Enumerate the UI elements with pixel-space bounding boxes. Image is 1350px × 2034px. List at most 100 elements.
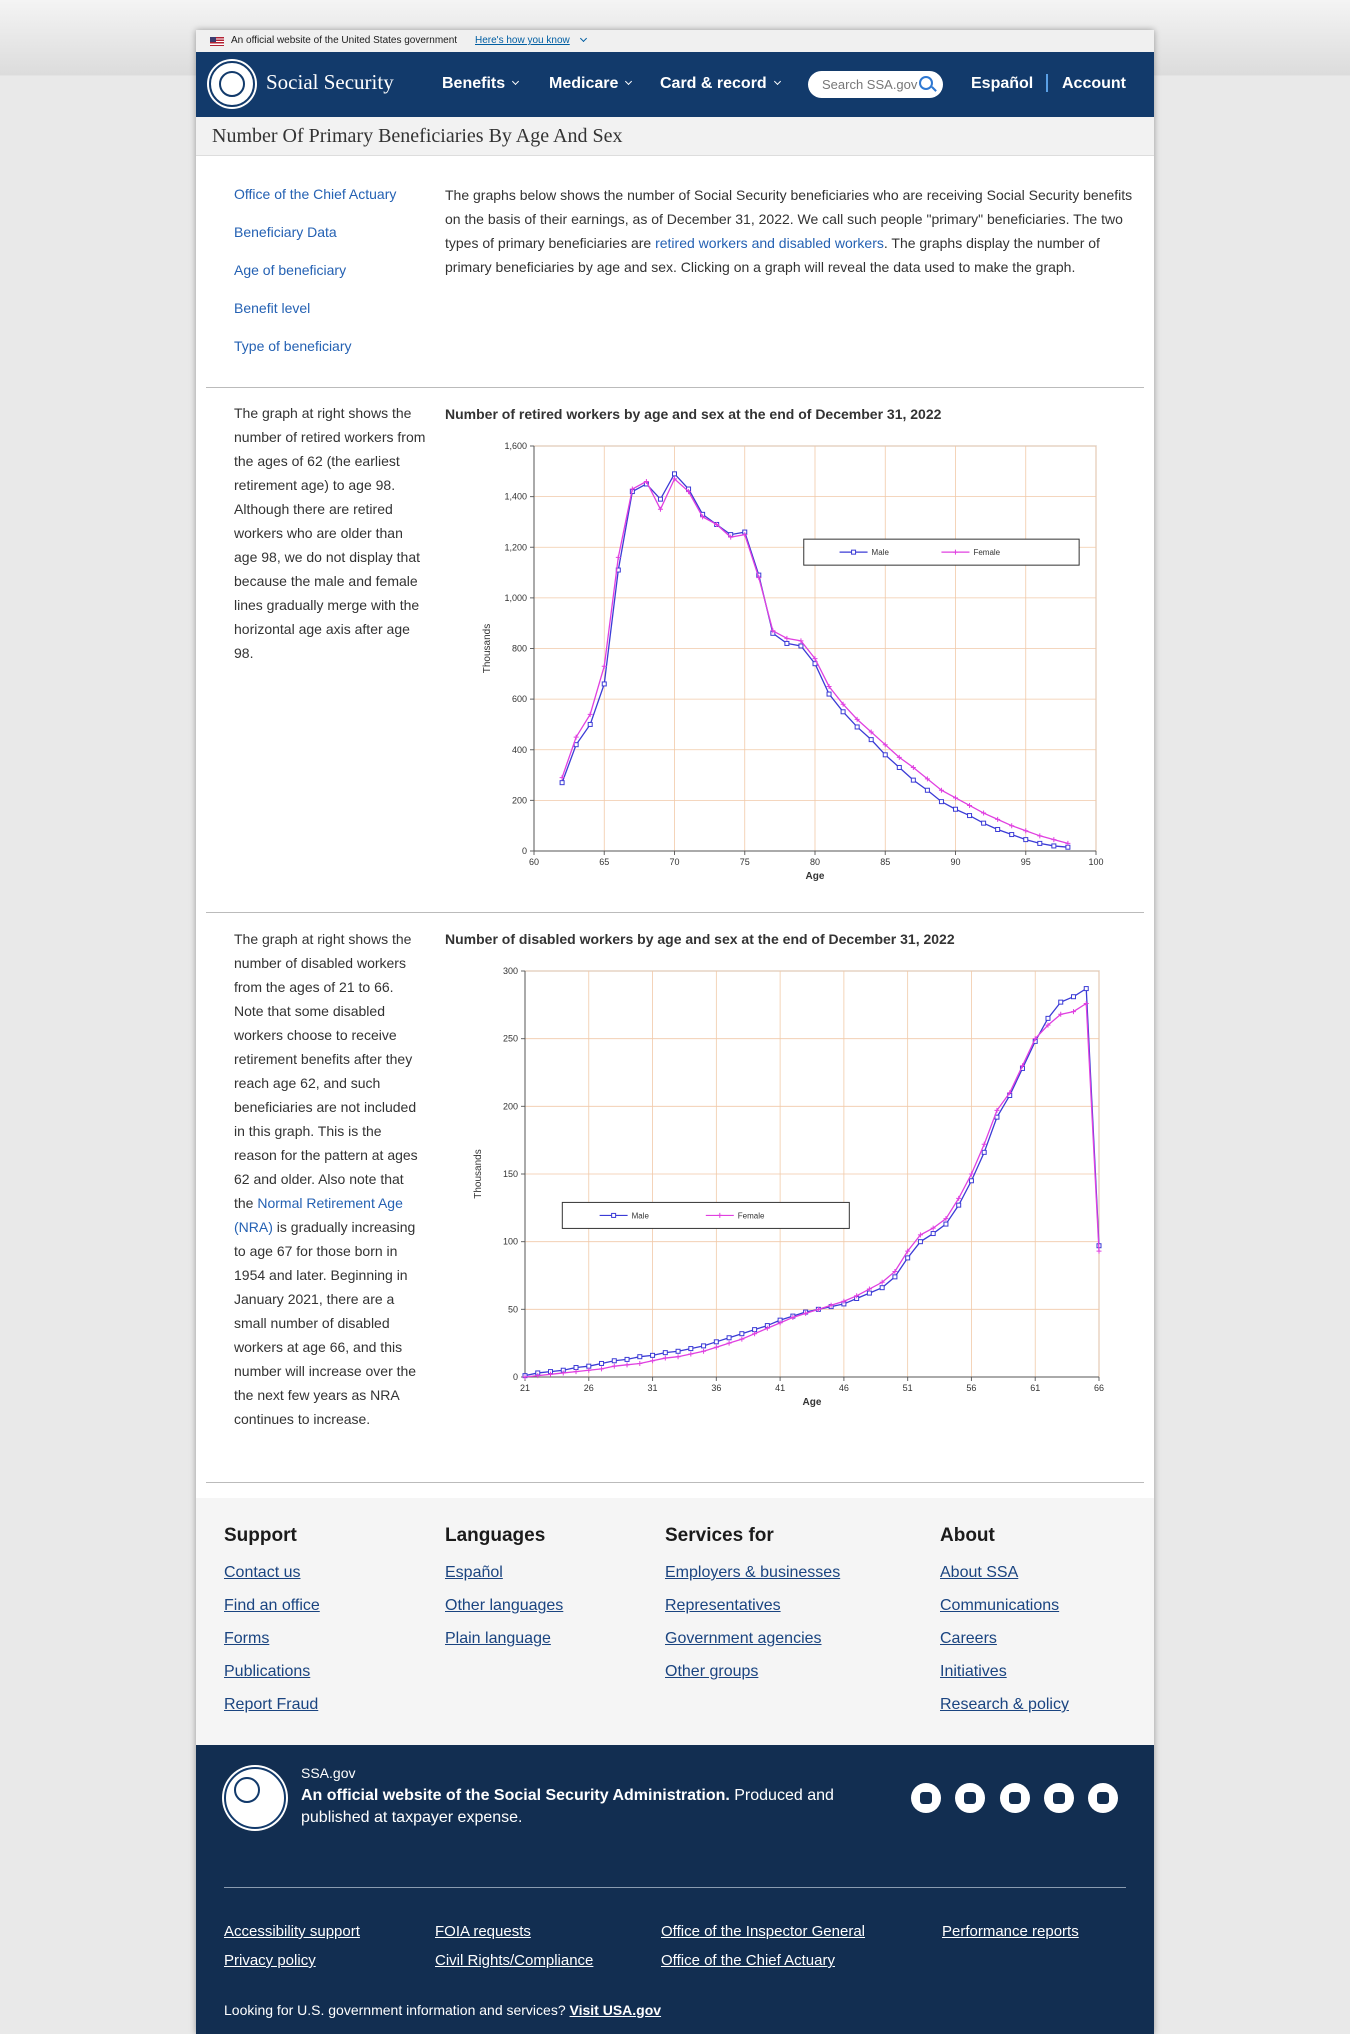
- footer-link[interactable]: Other languages: [445, 1597, 564, 1614]
- footer-bottom-link[interactable]: Civil Rights/Compliance: [435, 1952, 594, 1969]
- footer-link[interactable]: Español: [445, 1564, 503, 1581]
- linkedin-icon[interactable]: [1088, 1783, 1118, 1813]
- intro: The graphs below shows the number of Soc…: [445, 183, 1135, 279]
- section-text: The graph at right shows the number of d…: [234, 927, 426, 1431]
- search-box[interactable]: Search SSA.gov: [808, 71, 943, 98]
- marker: [752, 1331, 758, 1337]
- marker: [770, 628, 776, 634]
- footer-bottom-link[interactable]: Office of the Inspector General: [661, 1923, 866, 1940]
- marker: [967, 813, 973, 819]
- x-tick-label: 66: [1094, 1383, 1104, 1393]
- marker: [953, 806, 958, 812]
- section-text: The graph at right shows the number of r…: [234, 405, 426, 661]
- twitter-icon[interactable]: [955, 1783, 985, 1813]
- sidebar-link[interactable]: Beneficiary Data: [234, 224, 337, 240]
- nra-link[interactable]: Normal Retirement Age (NRA): [234, 1195, 403, 1235]
- footer-bottom-link[interactable]: Office of the Chief Actuary: [661, 1952, 835, 1969]
- marker: [587, 721, 593, 727]
- facebook-icon[interactable]: [911, 1783, 941, 1813]
- icon-glyph: [1097, 1792, 1109, 1804]
- marker: [675, 1348, 681, 1354]
- x-tick-label: 56: [966, 1383, 976, 1393]
- footer-link[interactable]: Report Fraud: [224, 1696, 319, 1713]
- instagram-icon[interactable]: [1044, 1783, 1074, 1813]
- nav-item[interactable]: Benefits: [442, 75, 520, 93]
- search-placeholder: Search SSA.gov: [822, 77, 918, 92]
- divider: [224, 1887, 1126, 1888]
- x-tick-label: 36: [711, 1383, 721, 1393]
- marker: [1007, 1090, 1013, 1096]
- nav-item[interactable]: Card & record: [660, 75, 781, 93]
- footer-bottom-link[interactable]: Privacy policy: [224, 1952, 316, 1969]
- footer-heading: About: [940, 1525, 995, 1546]
- logo[interactable]: [209, 61, 255, 107]
- marker: [905, 1255, 911, 1261]
- sidebar-link[interactable]: Type of beneficiary: [234, 338, 352, 354]
- chart[interactable]: 21 26 31 36 41 46 51 56 61 66 0 50 100 150 200 250 300 Ag…: [445, 955, 1115, 1425]
- footer-link[interactable]: Find an office: [224, 1597, 320, 1614]
- divider: [1046, 74, 1048, 92]
- y-tick-label: 300: [503, 966, 518, 976]
- gov-banner: An official website of the United States…: [196, 30, 1154, 52]
- marker: [854, 724, 860, 730]
- chart-title: Number of retired workers by age and sex…: [445, 406, 942, 422]
- y-tick-label: 600: [512, 694, 527, 704]
- marker: [559, 780, 565, 786]
- sidebar-link[interactable]: Benefit level: [234, 300, 311, 316]
- footer-bottom-link[interactable]: Accessibility support: [224, 1923, 360, 1940]
- marker: [587, 711, 593, 717]
- footer-link[interactable]: About SSA: [940, 1564, 1019, 1581]
- marker: [701, 1343, 707, 1349]
- sidebar-link[interactable]: Age of beneficiary: [234, 262, 347, 278]
- footer-link[interactable]: Plain language: [445, 1630, 551, 1647]
- footer-link[interactable]: Research & policy: [940, 1696, 1069, 1713]
- footer-link[interactable]: Employers & businesses: [665, 1564, 841, 1581]
- footer-logo: [224, 1767, 286, 1829]
- footer-link[interactable]: Publications: [224, 1663, 311, 1680]
- footer-link[interactable]: Government agencies: [665, 1630, 822, 1647]
- chevron: [579, 34, 588, 43]
- y-tick-label: 1,600: [504, 441, 527, 451]
- marker: [586, 1363, 592, 1369]
- intro-link[interactable]: retired workers and disabled workers: [655, 235, 884, 251]
- nav-espanol[interactable]: Español: [971, 75, 1034, 92]
- nav-item[interactable]: Medicare: [549, 75, 633, 93]
- marker: [688, 1346, 694, 1352]
- youtube-icon[interactable]: [1000, 1783, 1030, 1813]
- marker: [995, 826, 1001, 832]
- footer-link[interactable]: Representatives: [665, 1597, 781, 1614]
- brand[interactable]: Social Security: [266, 70, 394, 94]
- marker: [968, 1178, 974, 1184]
- marker: [826, 691, 832, 697]
- marker: [686, 489, 692, 495]
- footer-link[interactable]: Initiatives: [940, 1663, 1007, 1680]
- marker: [1032, 1036, 1038, 1042]
- marker: [1045, 1022, 1051, 1028]
- sidebar-link[interactable]: Office of the Chief Actuary: [234, 186, 397, 202]
- footer-link[interactable]: Careers: [940, 1630, 997, 1647]
- marker: [548, 1371, 554, 1377]
- footer-link[interactable]: Contact us: [224, 1564, 301, 1581]
- intro-text: . The graphs display the number of prima…: [445, 235, 1100, 275]
- flag: [210, 37, 224, 46]
- chart[interactable]: 60 65 70 75 80 85 90 95 100 0 200 400 600 800 1,000 1,2…: [445, 428, 1115, 898]
- icon-glyph: [920, 1792, 932, 1804]
- footer-bottom-link[interactable]: FOIA requests: [435, 1923, 531, 1940]
- usa-link[interactable]: Visit USA.gov: [569, 2002, 662, 2018]
- legend: Male Female: [561, 1201, 850, 1229]
- x-tick-label: 80: [810, 857, 820, 867]
- banner-link[interactable]: Here's how you know: [475, 35, 570, 46]
- marker: [868, 729, 874, 735]
- marker: [657, 496, 663, 502]
- footer-bottom-link[interactable]: Performance reports: [942, 1923, 1079, 1940]
- footer-link[interactable]: Forms: [224, 1630, 270, 1647]
- nav-account[interactable]: Account: [1062, 75, 1126, 92]
- marker: [601, 663, 607, 669]
- footer-link[interactable]: Other groups: [665, 1663, 759, 1680]
- marker: [812, 656, 818, 662]
- footer-link[interactable]: Communications: [940, 1597, 1060, 1614]
- y-tick-label: 1,200: [504, 542, 527, 552]
- marker: [560, 1370, 566, 1376]
- marker: [535, 1373, 541, 1379]
- search-icon[interactable]: [919, 76, 933, 90]
